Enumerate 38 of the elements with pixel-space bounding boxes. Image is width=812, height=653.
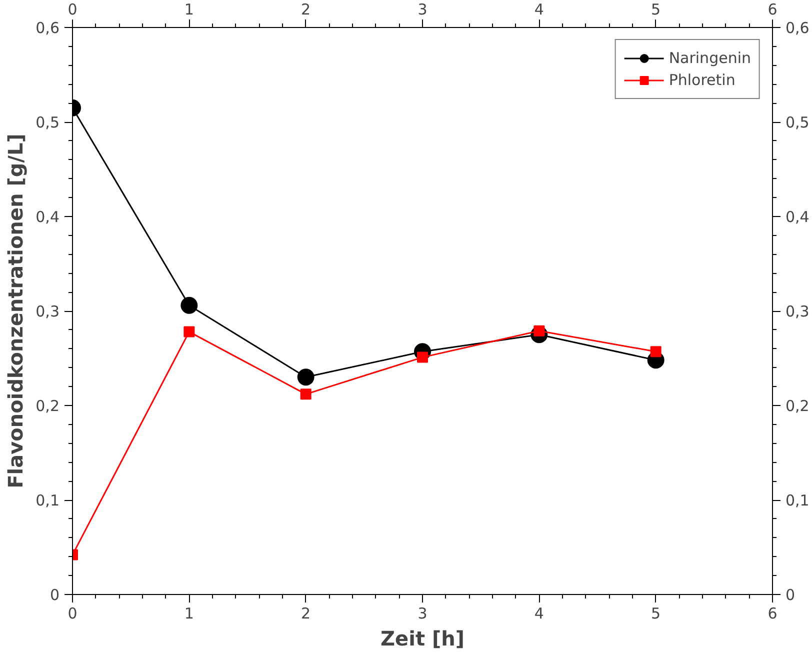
y-tick-label: 0,5	[36, 114, 60, 132]
y2-tick-label: 0,1	[786, 492, 810, 510]
y-tick-label: 0,3	[36, 302, 60, 320]
x2-tick-label: 6	[768, 604, 778, 622]
x-tick-label: 3	[418, 0, 428, 18]
y2-tick-label: 0,2	[786, 397, 810, 415]
x2-tick-label: 1	[184, 604, 194, 622]
x2-tick-label: 2	[301, 604, 311, 622]
x2-tick-label: 3	[418, 604, 428, 622]
y-tick-label: 0,2	[36, 397, 60, 415]
legend-label: Phloretin	[668, 71, 736, 89]
x-tick-label: 4	[534, 0, 544, 18]
x2-tick-label: 5	[651, 604, 661, 622]
y2-tick-label: 0,4	[786, 208, 810, 226]
y-axis-title: Flavonoidkonzentrationen [g/L]	[4, 134, 28, 488]
point	[297, 368, 314, 386]
point	[184, 326, 195, 338]
x-tick-label: 1	[184, 0, 194, 18]
x2-tick-label: 4	[534, 604, 544, 622]
point	[417, 352, 428, 363]
x-tick-label: 5	[651, 0, 661, 18]
x-tick-label: 2	[301, 0, 311, 18]
point	[180, 296, 198, 314]
y-tick-label: 0,4	[36, 208, 60, 226]
x2-tick-label: 0	[68, 604, 78, 622]
y-tick-label: 0	[50, 586, 60, 604]
point	[300, 388, 312, 400]
legend-label: Naringenin	[668, 49, 751, 67]
x-axis-title: Zeit [h]	[380, 626, 464, 650]
y2-tick-label: 0,5	[786, 114, 810, 132]
x-tick-label: 6	[768, 0, 778, 18]
y-tick-label: 0,6	[36, 19, 60, 37]
point	[650, 346, 662, 358]
x-tick-label: 0	[68, 0, 78, 18]
y2-tick-label: 0	[786, 586, 796, 604]
y-tick-label: 0,1	[36, 492, 60, 510]
y2-tick-label: 0,3	[786, 302, 810, 320]
y2-tick-label: 0,6	[786, 19, 810, 37]
